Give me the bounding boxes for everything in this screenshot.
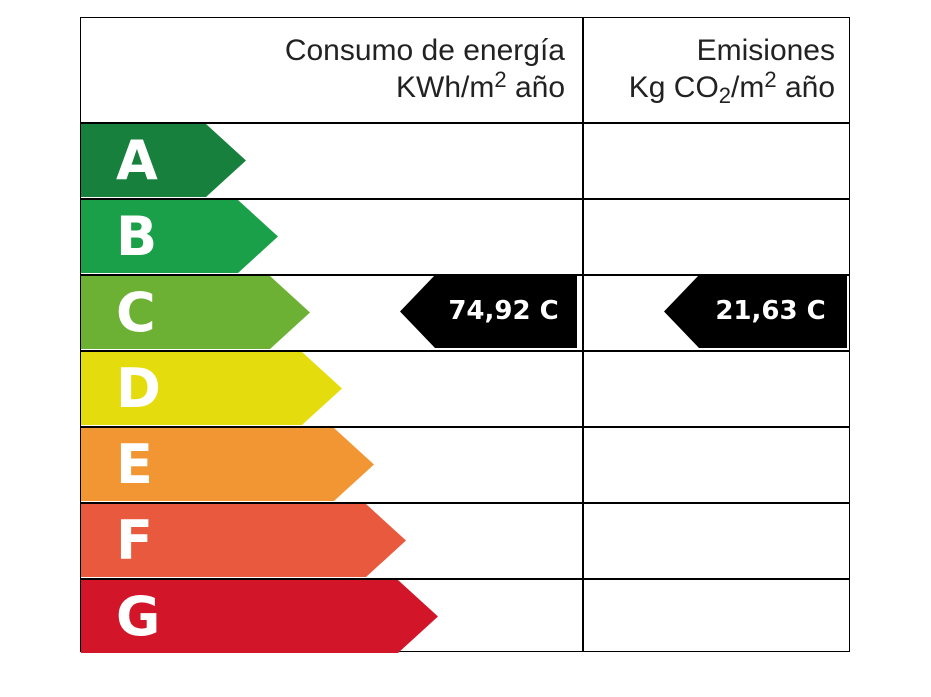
band-b: B bbox=[81, 200, 278, 273]
emissions-header-unit: Kg CO2/m2 año bbox=[628, 67, 835, 108]
band-f: F bbox=[81, 504, 406, 577]
band-letter: G bbox=[116, 585, 161, 648]
emissions-rating-badge: 21,63 C bbox=[664, 275, 847, 348]
band-letter: E bbox=[116, 433, 153, 496]
column-divider bbox=[582, 17, 584, 652]
row-divider bbox=[80, 198, 850, 200]
row-divider bbox=[80, 426, 850, 428]
band-letter: F bbox=[116, 509, 153, 572]
band-letter: C bbox=[116, 281, 156, 344]
band-g: G bbox=[81, 580, 438, 653]
energy-rating-badge: 74,92 C bbox=[400, 275, 577, 348]
energy-header-title: Consumo de energía bbox=[284, 34, 565, 67]
band-a: A bbox=[81, 124, 246, 197]
emissions-header: Emisiones Kg CO2/m2 año bbox=[584, 32, 835, 108]
band-c: C bbox=[81, 276, 310, 349]
band-letter: A bbox=[116, 129, 158, 192]
row-divider bbox=[80, 578, 850, 580]
emissions-header-title: Emisiones bbox=[696, 34, 835, 67]
energy-consumption-header: Consumo de energía KWh/m2 año bbox=[200, 32, 565, 106]
band-letter: B bbox=[116, 205, 158, 268]
row-divider bbox=[80, 502, 850, 504]
band-letter: D bbox=[116, 357, 161, 420]
row-divider bbox=[80, 274, 850, 276]
energy-label-frame bbox=[80, 17, 850, 652]
row-divider bbox=[80, 122, 850, 124]
band-d: D bbox=[81, 352, 342, 425]
energy-header-unit: KWh/m2 año bbox=[396, 67, 565, 105]
band-e: E bbox=[81, 428, 374, 501]
row-divider bbox=[80, 350, 850, 352]
